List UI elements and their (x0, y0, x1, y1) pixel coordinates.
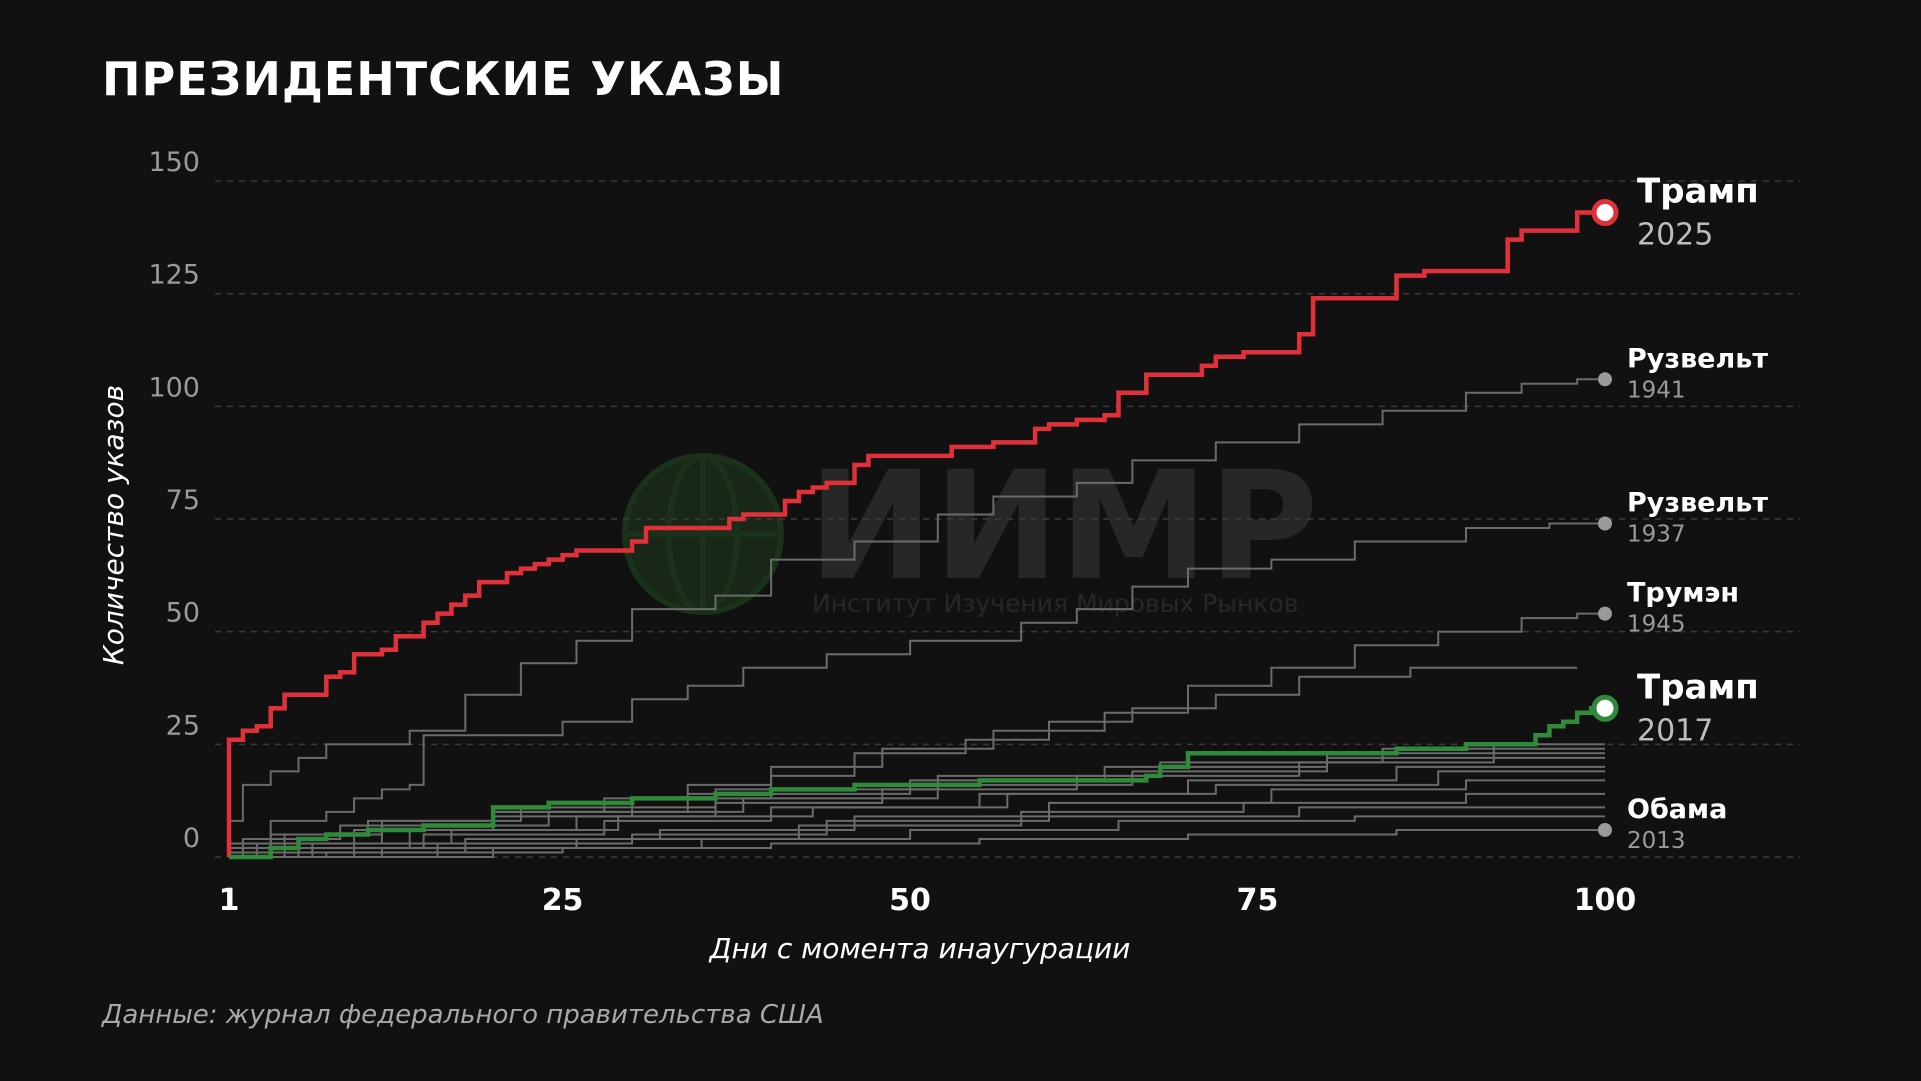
series-label-year: 2025 (1637, 218, 1713, 253)
series-label-year: 1937 (1627, 522, 1686, 548)
y-tick-label: 25 (166, 710, 200, 741)
watermark-logo: ИИМР Институт Изучения Мировых Рынков (622, 440, 1318, 618)
series-end-marker (1598, 372, 1612, 387)
highlighted-lines (226, 210, 1605, 860)
series-label-year: 1941 (1627, 377, 1686, 403)
series-label-name: Рузвельт (1627, 343, 1768, 374)
x-tick-label: 25 (542, 883, 584, 918)
series-line-12 (229, 756, 1605, 858)
series-end-marker (1598, 606, 1612, 621)
y-tick-label: 75 (166, 485, 200, 516)
series-end-marker (1598, 822, 1612, 837)
x-tick-label: 1 (219, 883, 240, 918)
series-line-15 (229, 815, 1605, 858)
watermark-name: ИИМР (808, 440, 1318, 614)
series-line-14 (229, 770, 1605, 858)
series-end-marker (1591, 694, 1619, 722)
y-tick-label: 0 (183, 823, 200, 854)
series-label-name: Трамп (1637, 667, 1759, 707)
series-line-9 (229, 779, 1605, 858)
y-axis-ticks: 0 25 50 75 100 125 150 (148, 147, 200, 854)
y-tick-label: 50 (166, 598, 200, 629)
series-line-5 (229, 706, 1605, 860)
y-tick-label: 150 (148, 147, 200, 178)
series-line-0 (226, 210, 1605, 857)
y-tick-label: 125 (148, 260, 200, 291)
series-label-name: Рузвельт (1627, 488, 1768, 519)
other-presidents-lines (228, 378, 1605, 858)
series-label-year: 2013 (1627, 828, 1686, 854)
series-label-name: Трамп (1637, 172, 1759, 212)
source-note: Данные: журнал федерального правительств… (102, 1000, 824, 1030)
series-labels: Трамп 2025 Рузвельт 1941 Рузвельт 1937 Трумэн 1… (1591, 172, 1768, 854)
series-end-marker (1598, 516, 1612, 531)
series-line-1 (228, 378, 1605, 857)
x-tick-label: 75 (1237, 883, 1279, 918)
series-label-year: 2017 (1637, 713, 1713, 748)
series-line-2 (228, 522, 1605, 857)
chart-title: ПРЕЗИДЕНТСКИЕ УКАЗЫ (102, 52, 785, 106)
series-line-10 (229, 743, 1605, 858)
watermark-subtitle: Институт Изучения Мировых Рынков (812, 589, 1298, 618)
x-axis-title: Дни с момента инаугурации (708, 932, 1131, 965)
series-label-name: Обама (1627, 794, 1727, 825)
series-label-name: Трумэн (1627, 578, 1739, 609)
y-tick-label: 100 (148, 372, 200, 403)
series-line-13 (229, 806, 1605, 858)
x-tick-label: 50 (889, 883, 931, 918)
x-axis-ticks: 1 25 50 75 100 (219, 883, 1637, 918)
series-line-7 (229, 752, 1605, 858)
series-end-marker (1591, 199, 1619, 227)
series-label-year: 1945 (1627, 612, 1686, 638)
x-tick-label: 100 (1574, 883, 1637, 918)
y-axis-title: Количество указов (97, 385, 130, 665)
grid (215, 180, 1800, 858)
series-line-11 (229, 792, 1605, 858)
